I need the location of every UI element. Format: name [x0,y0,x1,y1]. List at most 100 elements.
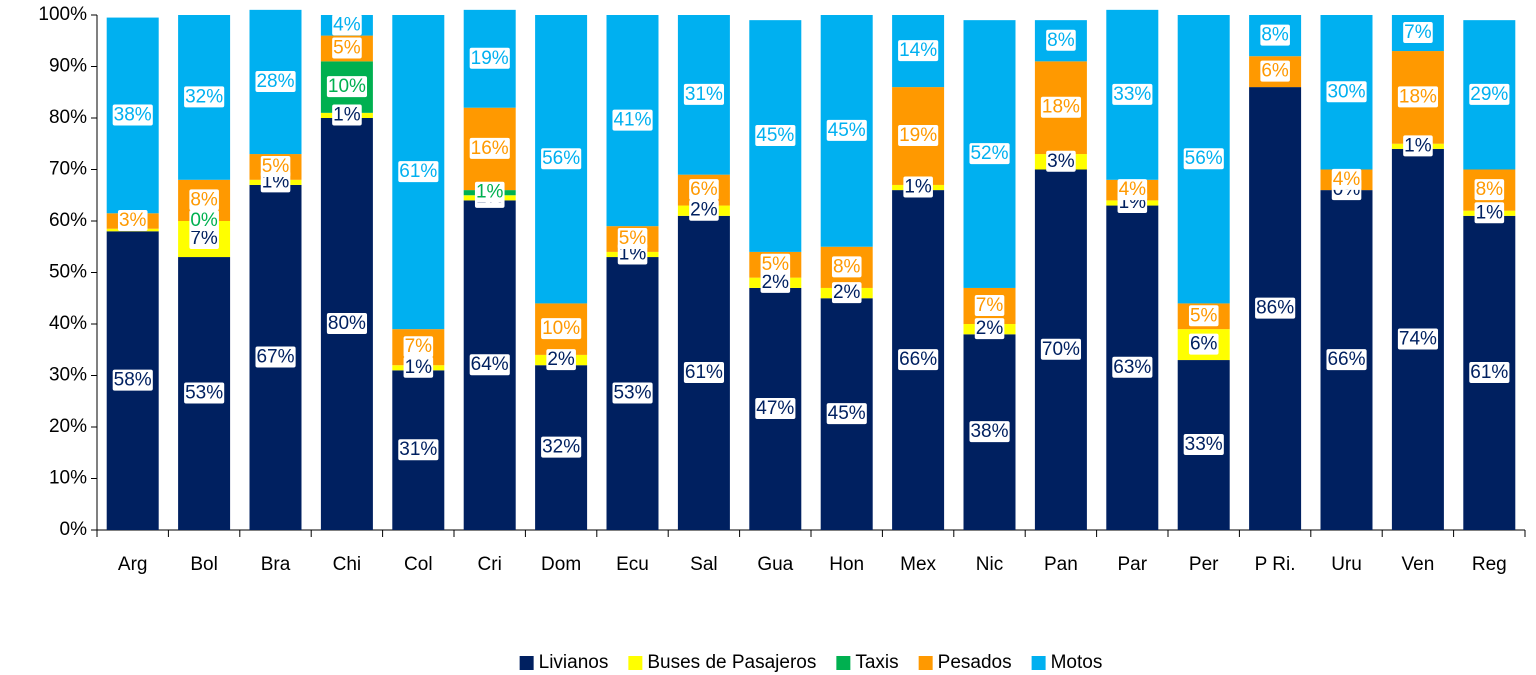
data-label: 67% [255,346,296,368]
data-label: 1% [474,181,505,203]
data-label-text: 5% [333,37,361,58]
data-label: 8% [831,256,862,278]
data-label-text: 19% [471,48,509,69]
data-label: 10% [326,76,368,98]
data-label-bg [469,354,510,376]
data-label-text: 2% [976,318,1004,339]
data-label: 28% [255,70,296,92]
data-label-text: 1% [405,357,433,378]
y-tick-label: 50% [49,262,87,283]
data-label-bg [112,104,153,126]
data-label-text: 56% [1185,148,1223,169]
data-label-text: 74% [1399,328,1437,349]
legend-swatch [836,656,851,670]
data-label-text: 7% [1404,22,1432,43]
data-label: 32% [184,86,225,108]
legend-label: Pesados [938,652,1012,673]
data-label-text: 53% [613,383,651,404]
data-label: 29% [1469,83,1510,105]
data-label-text: 8% [1261,25,1289,46]
data-label-text: 8% [1476,179,1504,200]
data-label: 66% [1326,349,1367,371]
data-label-bg [683,83,725,105]
data-label: 5% [332,37,362,59]
data-label: 33% [1183,434,1224,456]
data-label-bg [1474,179,1505,201]
data-label-text: 5% [262,156,290,177]
data-label-bg [398,439,439,461]
data-label-text: 8% [190,189,218,210]
data-label-text: 1% [476,182,504,203]
data-label: 61% [398,161,439,183]
data-label-bg [903,176,933,198]
data-label-bg [184,382,225,404]
legend-swatch [519,656,534,670]
data-label: 80% [326,313,368,335]
data-label-text: 31% [685,84,723,105]
data-label-text: 4% [1119,179,1147,200]
data-label-bg [1260,24,1290,46]
y-tick-label: 70% [49,159,87,180]
legend: Livianos Buses de Pasajeros Taxis Pesados Mo… [519,652,1103,673]
data-label-bg [1469,83,1510,105]
legend-label: Motos [1051,652,1103,673]
data-label-text: 2% [762,272,790,293]
data-label-bg [1403,22,1433,44]
y-tick-label: 40% [49,313,87,334]
data-label-bg [1474,202,1505,224]
data-label-bg [469,137,510,159]
data-label-text: 16% [471,138,509,159]
y-tick-label: 100% [38,4,87,25]
data-label: 31% [683,83,725,105]
data-label-text: 7% [405,336,433,357]
data-label-text: 58% [114,370,152,391]
data-label-bg [1040,96,1082,118]
data-label: 0% [189,210,219,232]
x-tick-label: Mex [900,554,936,575]
data-label: 47% [755,397,796,419]
data-label: 1% [1403,135,1433,157]
data-label-bg [403,336,434,358]
data-label: 3% [1046,150,1076,172]
x-tick-label: Dom [541,554,581,575]
data-label-bg [969,421,1010,443]
data-label-bg [541,436,582,458]
data-label-text: 7% [190,228,218,249]
data-label-text: 70% [1042,339,1080,360]
data-label: 18% [1040,96,1082,118]
x-tick-label: Arg [118,554,148,575]
data-label-bg [1403,135,1433,157]
y-tick-label: 0% [60,519,88,540]
x-tick-label: Cri [478,554,502,575]
data-label-text: 4% [333,14,361,35]
data-label-bg [1326,81,1367,103]
data-label-text: 53% [185,383,223,404]
data-label: 6% [689,179,719,201]
data-label-bg [469,47,510,69]
data-label-bg [1331,168,1362,190]
y-tick-label: 80% [49,107,87,128]
data-label-text: 3% [119,210,147,231]
data-label-text: 1% [904,177,932,198]
data-label-bg [1183,148,1224,170]
legend-label: Buses de Pasajeros [647,652,816,673]
x-tick-label: Hon [829,554,864,575]
data-label: 70% [1040,338,1082,360]
data-label-bg [831,256,862,278]
data-label-bg [1183,434,1224,456]
data-label-text: 86% [1256,298,1294,319]
data-label-bg [255,70,296,92]
data-label-bg [1397,328,1439,350]
data-label-text: 7% [976,295,1004,316]
data-label-text: 64% [471,354,509,375]
data-label: 4% [1117,179,1148,201]
x-tick-label: Uru [1331,554,1362,575]
data-label-text: 33% [1113,84,1151,105]
data-label-bg [755,125,796,147]
data-label: 58% [112,369,153,391]
data-label-text: 80% [328,313,366,334]
data-label-bg [184,86,225,108]
data-label-bg [898,40,939,62]
data-label-bg [1255,297,1296,319]
data-label-text: 2% [547,349,575,370]
